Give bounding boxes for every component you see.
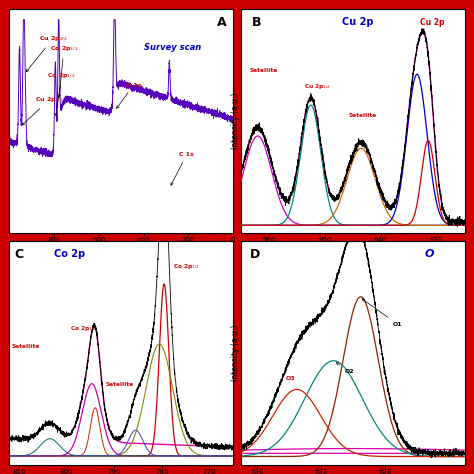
Text: O3: O3 bbox=[286, 375, 295, 381]
Text: Co 2p$_{1/2}$: Co 2p$_{1/2}$ bbox=[47, 71, 76, 116]
Text: Satellite: Satellite bbox=[250, 68, 278, 73]
Text: O 1s: O 1s bbox=[117, 83, 141, 108]
Text: O2: O2 bbox=[337, 363, 355, 374]
Text: Co 2p$_{3/2}$: Co 2p$_{3/2}$ bbox=[173, 262, 200, 271]
Text: Cu 2p: Cu 2p bbox=[420, 18, 444, 27]
Text: Cu 2p$_{3/2}$: Cu 2p$_{3/2}$ bbox=[26, 35, 67, 72]
Text: Satellite: Satellite bbox=[348, 113, 376, 118]
Text: Satellite: Satellite bbox=[12, 344, 40, 349]
X-axis label: Binding energy (eV): Binding energy (eV) bbox=[315, 245, 391, 254]
Text: Co 2p$_{3/2}$: Co 2p$_{3/2}$ bbox=[50, 45, 78, 98]
Text: Co 2p$_{1/2}$: Co 2p$_{1/2}$ bbox=[70, 325, 97, 333]
Text: D: D bbox=[250, 247, 260, 261]
Text: B: B bbox=[252, 16, 262, 29]
Text: Satellite: Satellite bbox=[106, 382, 134, 387]
Text: Cu 2p$_{1/2}$: Cu 2p$_{1/2}$ bbox=[303, 82, 330, 91]
Text: Cu 2p$_{1/2}$: Cu 2p$_{1/2}$ bbox=[22, 96, 64, 125]
Text: O1: O1 bbox=[362, 299, 402, 327]
Text: Co 2p: Co 2p bbox=[54, 248, 85, 258]
Y-axis label: Intensity (a.u.): Intensity (a.u.) bbox=[230, 325, 239, 381]
X-axis label: Binding energy (eV): Binding energy (eV) bbox=[83, 245, 159, 254]
Y-axis label: Intensity (a.u.): Intensity (a.u.) bbox=[230, 93, 239, 149]
Text: C 1s: C 1s bbox=[171, 152, 194, 185]
Text: O: O bbox=[424, 248, 434, 258]
Text: C: C bbox=[14, 247, 23, 261]
Text: A: A bbox=[217, 16, 227, 29]
Text: Cu 2p: Cu 2p bbox=[342, 17, 373, 27]
Text: Survey scan: Survey scan bbox=[144, 43, 201, 52]
